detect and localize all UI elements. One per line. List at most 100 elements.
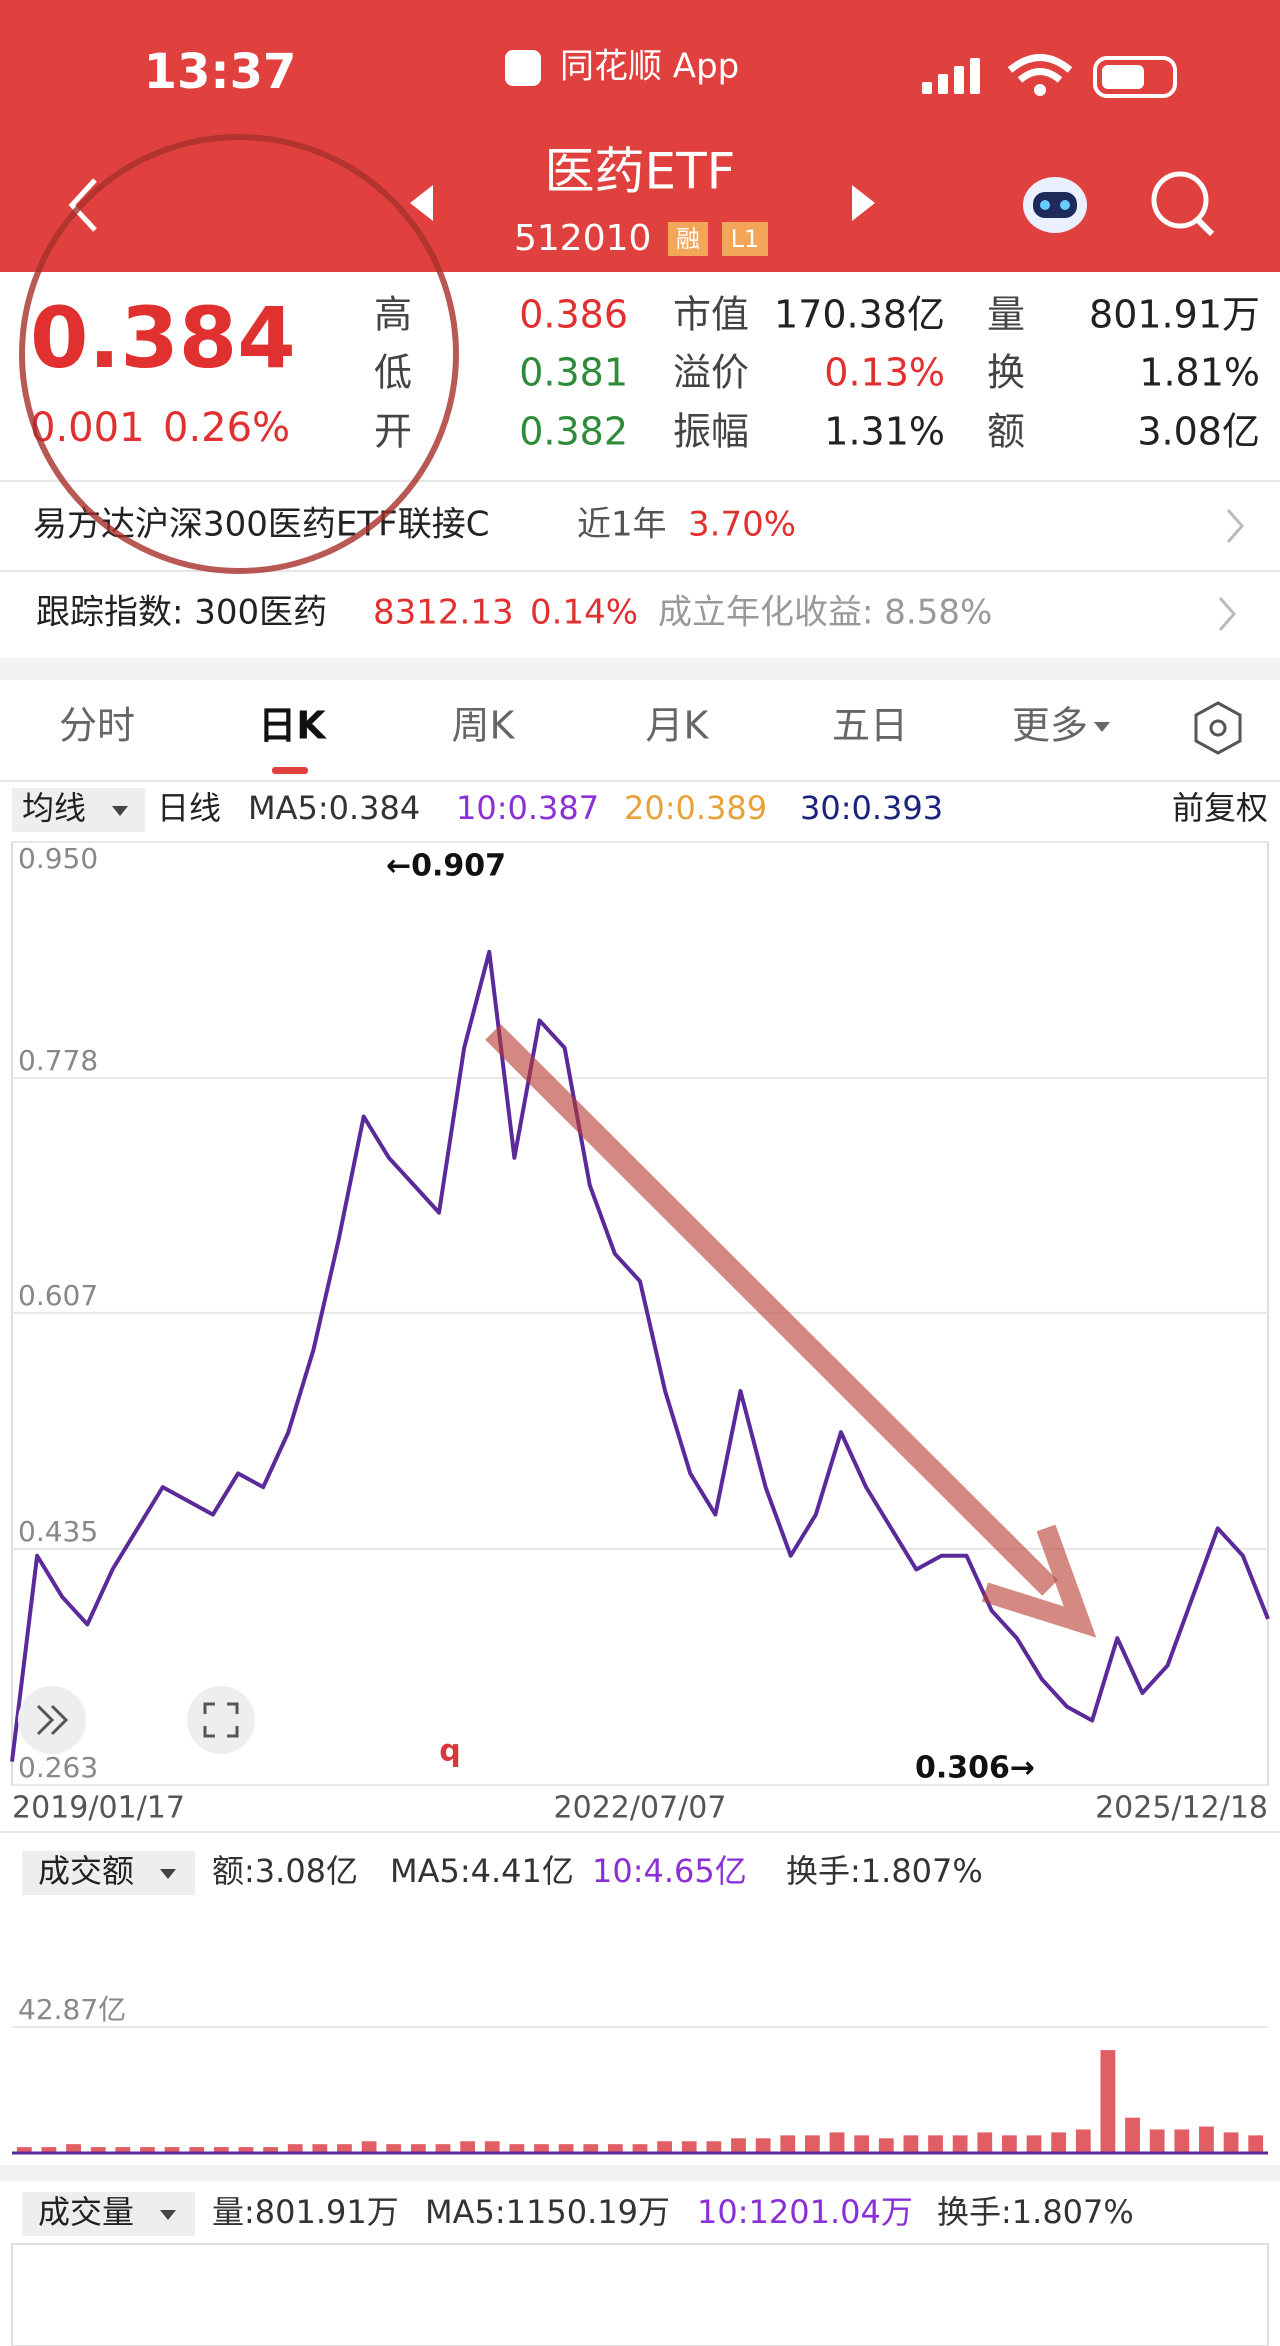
stat-label: 额: [987, 410, 1025, 454]
bar: [1223, 2132, 1239, 2153]
bar: [952, 2135, 968, 2153]
stat-label: 振幅: [673, 410, 749, 454]
tab[interactable]: 周K: [452, 704, 516, 748]
bar: [805, 2135, 820, 2153]
stat-label: 量: [987, 293, 1025, 337]
bar: [829, 2132, 845, 2153]
bar: [1100, 2050, 1116, 2153]
fullscreen-icon: [203, 1702, 239, 1738]
bar: [1075, 2129, 1091, 2153]
fullscreen-button[interactable]: [187, 1686, 255, 1754]
price-chart: 0.950 0.778 0.607 0.435 0.263 2019/01/17 2022/…: [10, 841, 1270, 1826]
gap: [0, 658, 1280, 680]
wifi-dot: [1034, 84, 1046, 96]
next-button[interactable]: [852, 185, 875, 221]
chevron: [1226, 509, 1244, 543]
tag: L1: [731, 225, 760, 253]
tab[interactable]: 分时: [59, 704, 135, 748]
stat-label: 换: [987, 351, 1025, 395]
tab[interactable]: 月K: [646, 704, 710, 748]
bar: [878, 2138, 894, 2153]
bar: [484, 2141, 500, 2153]
drawn-circle: [19, 134, 459, 574]
x-tick-label: 2022/07/07: [554, 1791, 727, 1826]
amount-turnover: 换手:1.807%: [786, 1852, 983, 1890]
tab[interactable]: 日K: [258, 704, 327, 748]
battery-level: [1102, 65, 1144, 89]
bar: [854, 2135, 870, 2153]
stat-label: 开: [374, 410, 412, 454]
stat-value: 801.91万: [1089, 293, 1260, 337]
bar: [263, 2147, 278, 2153]
adjust[interactable]: 前复权: [1172, 789, 1268, 827]
bar: [903, 2135, 919, 2153]
bar: [731, 2138, 746, 2153]
bar: [1149, 2129, 1165, 2153]
volume-ma5: MA5:1150.19万: [425, 2193, 670, 2231]
stat-label: 高: [374, 293, 412, 337]
bar: [213, 2147, 229, 2153]
y-tick-label: 0.435: [18, 1515, 98, 1548]
wifi-icon: [1007, 54, 1073, 83]
robot-button[interactable]: [1023, 177, 1087, 233]
y-tick-label: 0.950: [18, 842, 98, 875]
stat-value: 0.381: [519, 351, 628, 395]
stat-label: 低: [374, 351, 412, 395]
bar: [1002, 2135, 1017, 2153]
change: 0.001: [30, 405, 145, 451]
bar: [632, 2144, 648, 2153]
status-app: 同花顺 App: [560, 47, 739, 87]
volume: 量:801.91万: [212, 2193, 399, 2231]
x-tick-label: 2025/12/18: [1095, 1791, 1268, 1826]
app-icon: [505, 50, 541, 86]
bar: [755, 2138, 771, 2153]
signal-icon: [922, 58, 980, 94]
gap: [0, 2165, 1280, 2181]
bar: [1125, 2117, 1140, 2153]
chevron: [1218, 597, 1236, 631]
y-tick-label: 42.87亿: [18, 1993, 126, 2026]
bar: [361, 2141, 377, 2153]
bar: [681, 2141, 697, 2153]
index-label[interactable]: 跟踪指数: 300医药: [36, 593, 327, 633]
stat-value: 3.08亿: [1137, 410, 1260, 454]
x-tick-label: 2019/01/17: [12, 1791, 185, 1826]
ma-button[interactable]: 均线: [22, 789, 86, 827]
annotation: ←0.907: [386, 849, 506, 884]
volume-button[interactable]: 成交量: [38, 2193, 134, 2231]
bar: [1248, 2135, 1264, 2153]
annotation: 0.306→: [915, 1751, 1035, 1786]
change-pct: 0.26%: [163, 405, 290, 451]
search-button[interactable]: [1151, 171, 1215, 237]
tab[interactable]: 五日: [832, 704, 908, 748]
expand-icon: [36, 1704, 69, 1736]
ma10: 10:0.387: [456, 789, 599, 827]
bar: [977, 2132, 993, 2153]
settings-button[interactable]: [1194, 701, 1242, 755]
battery: [1093, 56, 1177, 98]
drawn-arrow: [485, 1024, 1058, 1596]
stat-value: 1.31%: [824, 410, 945, 454]
price-line: [10, 949, 1270, 1762]
bar: [287, 2144, 303, 2153]
bar: [558, 2144, 574, 2153]
amount-chart: 42.87亿: [12, 1993, 1268, 2153]
tab[interactable]: 更多: [1012, 704, 1088, 748]
prev-button[interactable]: [410, 185, 433, 221]
code: 512010: [514, 218, 651, 259]
amount-button[interactable]: 成交额: [38, 1852, 134, 1890]
tag-bg: [668, 222, 708, 256]
dropdown-arrow: [160, 2210, 176, 2220]
stats: 高 0.386 市值 170.38亿量 801.91万低 0.381 溢价 0.13% 换 1.8…: [374, 293, 1260, 454]
bar: [657, 2141, 673, 2153]
ma30: 30:0.393: [800, 789, 943, 827]
stat-value: 0.13%: [824, 351, 945, 395]
back-button[interactable]: [68, 178, 97, 232]
stat-value: 170.38亿: [774, 293, 945, 337]
bar: [410, 2144, 426, 2153]
bar: [607, 2144, 623, 2153]
bar: [312, 2144, 328, 2153]
bar: [534, 2144, 549, 2153]
